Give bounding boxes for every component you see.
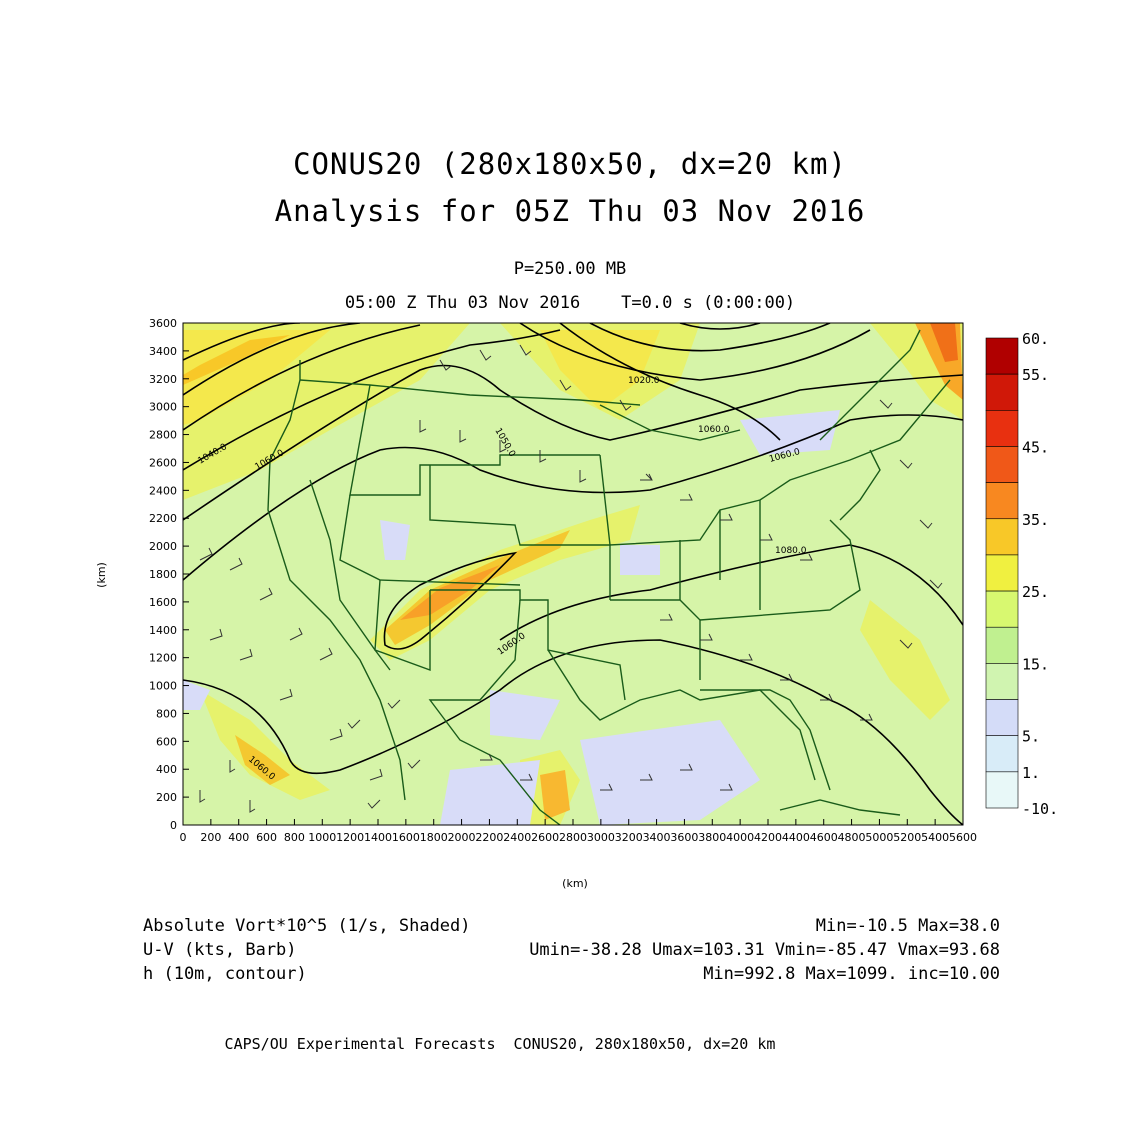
colorbar-label: 1. [1022,764,1040,782]
y-tick-label: 2000 [149,540,177,553]
colorbar-label: -10. [1022,800,1058,818]
y-tick-label: 1600 [149,596,177,609]
colorbar-label: 35. [1022,511,1049,529]
y-axis-label: (km) [95,562,108,588]
x-tick-label: 1400 [364,831,392,844]
y-tick-label: 3000 [149,401,177,414]
y-tick-label: 2600 [149,456,177,469]
x-tick-label: 2600 [531,831,559,844]
y-tick-label: 200 [156,791,177,804]
colorbar-label: 25. [1022,583,1049,601]
x-axis: 0 200 400 600 800 1000 1200 1400 1600 1800 2000 220… [180,819,977,844]
x-tick-label: 5200 [893,831,921,844]
colorbar-label: 15. [1022,655,1049,673]
y-tick-label: 1000 [149,680,177,693]
x-tick-label: 2800 [559,831,587,844]
title-analysis-time: Analysis for 05Z Thu 03 Nov 2016 [274,194,866,228]
y-tick-label: 1800 [149,568,177,581]
y-tick-label: 3400 [149,345,177,358]
colorbar-label: 5. [1022,728,1040,746]
colorbar-swatch [985,373,1019,411]
contour-label: 1020.0 [628,376,660,386]
x-tick-label: 600 [256,831,277,844]
legend-vort-label: Absolute Vort*10^5 (1/s, Shaded) [143,916,471,936]
legend-height-stats: Min=992.8 Max=1099. inc=10.00 [703,964,1000,984]
legend-wind-stats: Umin=-38.28 Umax=103.31 Vmin=-85.47 Vmax… [529,940,1000,960]
colorbar-swatch [985,771,1019,809]
x-tick-label: 1200 [336,831,364,844]
legend-vort-stats: Min=-10.5 Max=38.0 [815,916,1000,936]
pressure-level: P=250.00 MB [513,259,627,279]
x-tick-label: 2000 [448,831,476,844]
y-tick-label: 400 [156,763,177,776]
x-tick-label: 1800 [420,831,448,844]
x-tick-label: 3800 [698,831,726,844]
x-tick-label: 3600 [670,831,698,844]
colorbar-swatch [985,626,1019,664]
x-axis-label: (km) [562,877,588,890]
title-domain: CONUS20 (280x180x50, dx=20 km) [293,147,847,181]
contour-label: 1060.0 [698,425,730,435]
colorbar-label: 45. [1022,438,1049,456]
height-contours [183,323,963,825]
x-tick-label: 800 [284,831,305,844]
vorticity-shading [183,323,963,825]
x-tick-label: 400 [228,831,249,844]
y-tick-label: 800 [156,707,177,720]
colorbar-label: 55. [1022,366,1049,384]
x-tick-label: 0 [180,831,187,844]
x-tick-label: 5400 [921,831,949,844]
colorbar-swatch [985,735,1019,773]
x-tick-label: 3400 [643,831,671,844]
x-tick-label: 4200 [754,831,782,844]
wind-barbs [199,344,943,813]
y-tick-label: 2200 [149,512,177,525]
y-tick-label: 3600 [149,317,177,330]
x-tick-label: 200 [200,831,221,844]
colorbar-swatch [985,590,1019,628]
y-tick-label: 2400 [149,484,177,497]
y-tick-label: 0 [170,819,177,832]
x-tick-label: 3200 [615,831,643,844]
y-tick-label: 2800 [149,429,177,442]
legend-height-label: h (10m, contour) [143,964,307,984]
colorbar-swatch [985,554,1019,592]
y-tick-label: 600 [156,735,177,748]
y-tick-label: 1400 [149,624,177,637]
y-axis: 0 200 400 600 800 1000 1200 1400 1600 1800 2000 220… [149,317,189,832]
colorbar: 60. 55. 45. 35. 25. 15. 5. 1. -10. [985,330,1058,818]
x-tick-label: 4800 [838,831,866,844]
x-tick-label: 4000 [726,831,754,844]
footer: CAPS/OU Experimental Forecasts CONUS20, … [224,1035,776,1053]
boundaries [267,329,951,825]
colorbar-swatch [985,410,1019,447]
legend-wind-label: U-V (kts, Barb) [143,940,297,960]
x-tick-label: 2400 [503,831,531,844]
colorbar-swatch [985,446,1019,483]
y-tick-label: 1200 [149,652,177,665]
colorbar-swatch [985,482,1019,520]
x-tick-label: 2200 [475,831,503,844]
colorbar-label: 60. [1022,330,1049,348]
colorbar-swatch [985,699,1019,736]
x-tick-label: 5600 [949,831,977,844]
x-tick-label: 1000 [308,831,336,844]
y-tick-label: 3200 [149,373,177,386]
x-tick-label: 3000 [587,831,615,844]
colorbar-swatch [985,663,1019,700]
valid-time: 05:00 Z Thu 03 Nov 2016 T=0.0 s (0:00:00… [344,293,796,313]
x-tick-label: 1600 [392,831,420,844]
x-tick-label: 5000 [865,831,893,844]
colorbar-swatch [985,337,1019,375]
colorbar-swatch [985,518,1019,556]
x-tick-label: 4600 [810,831,838,844]
contour-label: 1080.0 [775,546,807,556]
x-tick-label: 4400 [782,831,810,844]
